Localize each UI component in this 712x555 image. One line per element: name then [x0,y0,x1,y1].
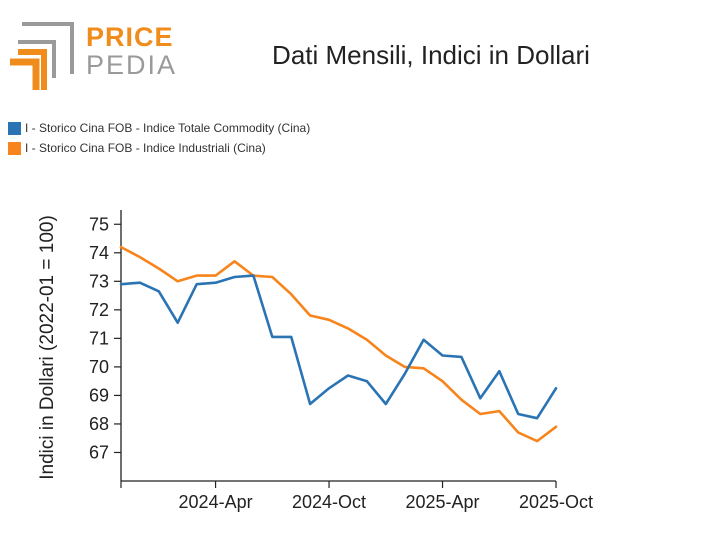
y-tick-label: 69 [89,385,109,405]
y-tick-label: 73 [89,271,109,291]
chart-title: Dati Mensili, Indici in Dollari [272,40,590,70]
x-tick-label: 2025-Apr [405,492,479,512]
y-tick-label: 70 [89,357,109,377]
y-tick-label: 72 [89,300,109,320]
chart-legend: I - Storico Cina FOB - Indice Totale Com… [8,118,310,158]
legend-item-total-commodity[interactable]: I - Storico Cina FOB - Indice Totale Com… [8,118,310,138]
y-tick-label: 74 [89,243,109,263]
legend-swatch-blue [8,121,21,135]
pricepedia-logo: PRICE PEDIA [8,22,175,94]
series-line-total-commodity [119,274,558,420]
x-tick-label: 2024-Apr [179,492,253,512]
y-axis-title: Indici in Dollari (2022-01 = 100) [37,215,58,480]
x-tick-label: 2025-Oct [519,492,593,512]
logo-text-pedia: PEDIA [86,50,178,80]
legend-item-industriali[interactable]: I - Storico Cina FOB - Indice Industrial… [8,138,310,158]
y-tick-label: 67 [89,442,109,462]
y-tick-label: 71 [89,328,109,348]
logo-text-price: PRICE [86,22,174,52]
logo-mark [10,22,74,90]
x-tick-label: 2024-Oct [292,492,366,512]
y-tick-label: 68 [89,414,109,434]
legend-label: I - Storico Cina FOB - Indice Industrial… [25,141,266,155]
series-line-industriali [119,245,558,443]
y-tick-label: 75 [89,214,109,234]
legend-label: I - Storico Cina FOB - Indice Totale Com… [25,121,311,135]
legend-swatch-orange [8,141,21,155]
